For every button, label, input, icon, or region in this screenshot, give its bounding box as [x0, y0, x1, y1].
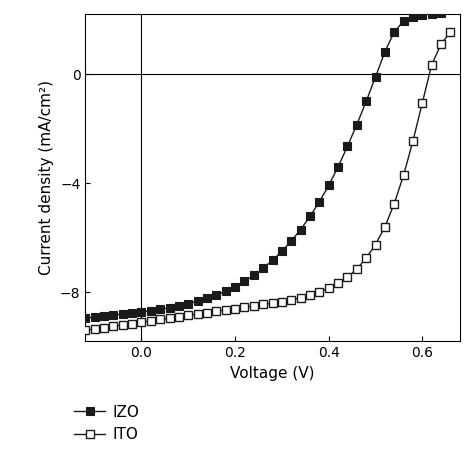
ITO	[195, 311, 201, 317]
ITO	[138, 319, 144, 325]
ITO	[185, 312, 191, 318]
IZO	[429, 11, 435, 17]
ITO	[176, 314, 182, 319]
IZO	[279, 248, 285, 254]
IZO	[307, 214, 313, 219]
Line: IZO: IZO	[82, 9, 445, 322]
ITO	[288, 297, 294, 303]
IZO	[204, 295, 210, 301]
IZO	[82, 315, 88, 321]
IZO	[382, 49, 388, 55]
ITO	[260, 301, 266, 307]
IZO	[176, 303, 182, 309]
IZO	[335, 164, 341, 170]
ITO	[401, 172, 406, 178]
ITO	[120, 322, 126, 328]
ITO	[167, 315, 173, 321]
Y-axis label: Current density (mA/cm²): Current density (mA/cm²)	[39, 80, 55, 275]
IZO	[110, 312, 116, 318]
IZO	[298, 227, 303, 232]
ITO	[429, 62, 435, 67]
ITO	[251, 303, 256, 309]
IZO	[392, 29, 397, 35]
IZO	[157, 307, 163, 312]
IZO	[185, 301, 191, 307]
IZO	[251, 273, 256, 278]
ITO	[447, 29, 453, 35]
IZO	[345, 144, 350, 149]
ITO	[438, 41, 444, 47]
IZO	[401, 18, 406, 24]
ITO	[148, 318, 154, 324]
ITO	[345, 274, 350, 280]
ITO	[110, 323, 116, 329]
IZO	[326, 182, 331, 188]
IZO	[223, 288, 228, 294]
ITO	[326, 285, 331, 291]
ITO	[279, 299, 285, 305]
IZO	[373, 74, 378, 80]
ITO	[204, 310, 210, 316]
ITO	[242, 304, 247, 310]
IZO	[129, 310, 135, 316]
Legend: IZO, ITO: IZO, ITO	[74, 404, 139, 442]
ITO	[232, 306, 238, 311]
ITO	[335, 281, 341, 286]
ITO	[270, 301, 275, 306]
IZO	[148, 308, 154, 314]
IZO	[242, 279, 247, 284]
IZO	[92, 314, 98, 320]
X-axis label: Voltage (V): Voltage (V)	[230, 366, 315, 381]
IZO	[195, 298, 201, 304]
ITO	[410, 138, 416, 144]
ITO	[213, 309, 219, 314]
IZO	[101, 313, 107, 319]
IZO	[363, 99, 369, 104]
Line: ITO: ITO	[82, 28, 454, 334]
ITO	[101, 325, 107, 330]
IZO	[354, 122, 360, 128]
IZO	[213, 292, 219, 298]
ITO	[129, 321, 135, 327]
ITO	[363, 255, 369, 261]
ITO	[382, 224, 388, 230]
ITO	[419, 100, 425, 106]
ITO	[317, 289, 322, 295]
ITO	[82, 328, 88, 333]
IZO	[410, 14, 416, 20]
ITO	[373, 242, 378, 247]
IZO	[270, 257, 275, 263]
IZO	[120, 311, 126, 317]
ITO	[392, 201, 397, 207]
ITO	[298, 295, 303, 301]
IZO	[438, 10, 444, 16]
ITO	[307, 292, 313, 298]
IZO	[419, 12, 425, 18]
IZO	[138, 309, 144, 315]
ITO	[354, 266, 360, 272]
ITO	[157, 317, 163, 322]
IZO	[232, 284, 238, 290]
IZO	[260, 265, 266, 271]
IZO	[167, 305, 173, 310]
ITO	[92, 326, 98, 332]
ITO	[223, 307, 228, 313]
IZO	[317, 199, 322, 205]
IZO	[288, 238, 294, 244]
